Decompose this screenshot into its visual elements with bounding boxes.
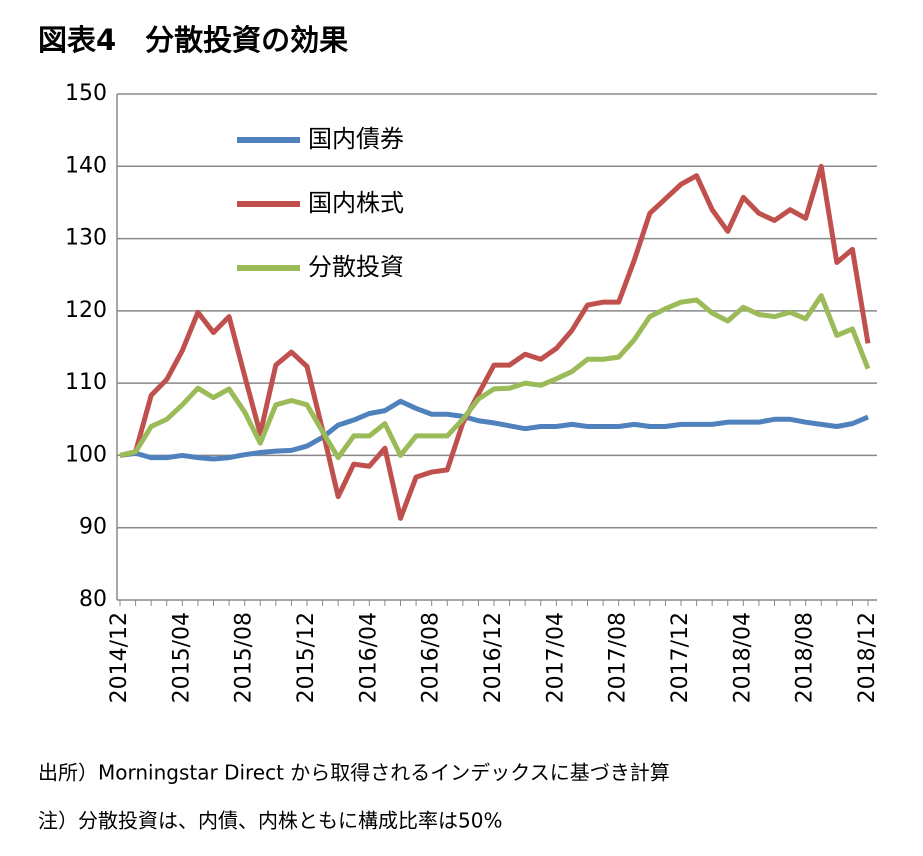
series-line [119, 293, 871, 461]
x-tick-label: 2014/12 [107, 612, 132, 703]
x-tick-label: 2016/08 [419, 612, 444, 703]
y-tick-label: 100 [65, 442, 107, 467]
legend-label: 国内債券 [308, 125, 404, 153]
legend-label: 国内株式 [308, 189, 404, 217]
y-tick-label: 120 [65, 298, 107, 323]
x-tick-label: 2016/04 [356, 612, 381, 703]
x-tick-label: 2017/04 [543, 612, 568, 703]
y-tick-label: 110 [65, 370, 107, 395]
footnote: 注）分散投資は、内債、内株ともに構成比率は50% [38, 809, 502, 833]
x-tick-label: 2015/12 [294, 612, 319, 703]
y-tick-label: 140 [65, 153, 107, 178]
chart-title: 図表4 分散投資の効果 [38, 23, 348, 57]
source-note: 出所）Morningstar Direct から取得されるインデックスに基づき計… [38, 761, 670, 785]
x-tick-label: 2015/08 [232, 612, 257, 703]
y-tick-label: 150 [65, 81, 107, 106]
y-tick-label: 130 [65, 226, 107, 251]
x-tick-label: 2015/04 [169, 612, 194, 703]
y-tick-label: 80 [79, 587, 107, 612]
x-tick-label: 2017/12 [668, 612, 693, 703]
x-tick-label: 2018/04 [730, 612, 755, 703]
y-tick-label: 90 [79, 515, 107, 540]
x-tick-label: 2018/12 [855, 612, 880, 703]
x-tick-label: 2018/08 [793, 612, 818, 703]
legend-label: 分散投資 [308, 253, 404, 281]
series-line [119, 398, 869, 462]
x-tick-label: 2016/12 [481, 612, 506, 703]
x-tick-label: 2017/08 [606, 612, 631, 703]
series-line [119, 163, 871, 521]
